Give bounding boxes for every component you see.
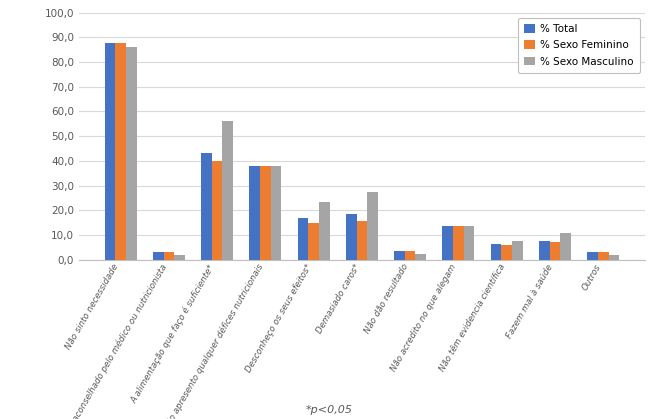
Bar xyxy=(609,255,619,260)
Bar xyxy=(201,153,212,260)
Bar xyxy=(222,122,233,260)
Bar xyxy=(164,252,174,260)
Bar xyxy=(174,255,185,260)
Bar xyxy=(598,252,609,260)
Bar xyxy=(405,251,415,260)
Bar xyxy=(249,166,260,260)
Bar xyxy=(115,44,126,260)
Bar xyxy=(491,244,501,260)
Bar xyxy=(105,44,115,260)
Bar xyxy=(126,47,136,260)
Bar xyxy=(588,252,598,260)
Legend: % Total, % Sexo Feminino, % Sexo Masculino: % Total, % Sexo Feminino, % Sexo Masculi… xyxy=(518,18,640,73)
Bar xyxy=(367,192,378,260)
Bar xyxy=(346,214,357,260)
Bar xyxy=(501,245,512,260)
Bar xyxy=(539,241,549,260)
Bar xyxy=(549,243,560,260)
Bar xyxy=(270,166,282,260)
Text: *p<0,05: *p<0,05 xyxy=(305,405,353,415)
Bar xyxy=(153,252,164,260)
Bar xyxy=(297,218,309,260)
Bar xyxy=(394,251,405,260)
Bar xyxy=(512,241,522,260)
Bar xyxy=(442,226,453,260)
Bar xyxy=(415,253,426,260)
Bar xyxy=(309,223,319,260)
Bar xyxy=(464,226,474,260)
Bar xyxy=(212,161,222,260)
Bar xyxy=(453,226,464,260)
Bar xyxy=(560,233,571,260)
Bar xyxy=(319,202,330,260)
Bar xyxy=(260,166,270,260)
Bar xyxy=(357,222,367,260)
